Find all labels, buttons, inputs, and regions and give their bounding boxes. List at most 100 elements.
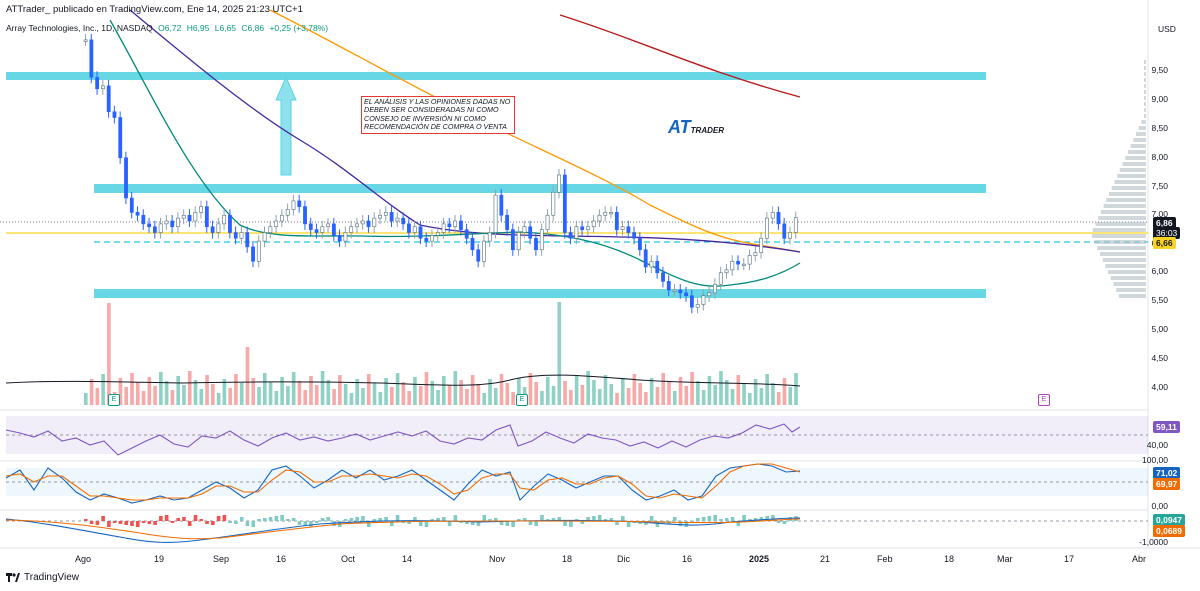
volume-ma-line: [5, 374, 801, 387]
volume-profile-bar: [1109, 192, 1146, 196]
macd-hist-bar: [580, 521, 585, 524]
earnings-badge[interactable]: E: [516, 394, 528, 406]
candle-body: [499, 194, 504, 216]
time-axis-label: Dic: [617, 554, 630, 564]
macd-hist-bar: [782, 521, 787, 524]
macd-hist-bar: [239, 517, 244, 521]
volume-bar: [239, 383, 244, 405]
candle-body: [453, 220, 458, 228]
volume-bar: [401, 382, 406, 405]
volume-bar: [667, 382, 671, 405]
candle-body: [568, 232, 573, 239]
macd-hist-bar: [164, 515, 169, 521]
candle-body: [684, 292, 689, 297]
macd-hist-bar: [626, 521, 631, 527]
macd-hist-bar: [118, 521, 123, 524]
currency-label[interactable]: USD: [1158, 24, 1176, 34]
macd-hist-bar: [187, 521, 192, 526]
tradingview-footer[interactable]: TradingView: [6, 572, 79, 583]
macd-hist-bar: [748, 519, 752, 521]
macd-hist-bar: [736, 521, 741, 526]
volume-bar: [701, 390, 706, 405]
stoch-axis-label: 0,00: [1151, 501, 1168, 511]
candle-body: [562, 174, 567, 233]
volume-bar: [771, 383, 775, 405]
candle-body: [89, 39, 94, 78]
macd-hist-bar: [753, 518, 758, 521]
volume-bar: [511, 392, 515, 405]
price-axis-label: 5,00: [1151, 324, 1168, 334]
macd-hist-bar: [724, 518, 729, 521]
symbol-name[interactable]: Array Technologies, Inc., 1D, NASDAQ: [6, 23, 153, 33]
volume-bar: [505, 383, 510, 405]
volume-bar: [730, 389, 735, 405]
macd-hist-bar: [696, 518, 700, 521]
earnings-badge[interactable]: E: [1038, 394, 1050, 406]
volume-bar: [597, 389, 602, 405]
candle-body: [718, 272, 723, 285]
volume-bar: [338, 375, 342, 405]
volume-bar: [372, 383, 377, 405]
macd-hist-bar: [251, 521, 256, 527]
stoch-k-tag: 71,02: [1153, 467, 1181, 479]
candle-body: [222, 214, 227, 225]
candle-body: [274, 220, 279, 228]
macd-hist-bar: [135, 521, 140, 527]
candle-body: [470, 237, 475, 251]
volume-bar: [655, 387, 660, 405]
macd-hist-bar: [216, 516, 221, 521]
macd-hist-bar: [355, 517, 359, 521]
candle-body: [118, 117, 123, 159]
macd-hist-bar: [482, 515, 487, 521]
macd-hist-bar: [107, 521, 111, 527]
stoch-d-tag: 69,97: [1153, 478, 1181, 490]
symbol-ohlc-legend[interactable]: Array Technologies, Inc., 1D, NASDAQ O6,…: [6, 23, 331, 33]
macd-hist-bar: [701, 517, 706, 521]
macd-hist-bar: [719, 519, 723, 521]
volume-bar: [580, 385, 585, 405]
volume-bar: [280, 377, 284, 405]
time-axis-label: 18: [944, 554, 955, 564]
volume-profile-bar: [1114, 180, 1146, 184]
volume-profile-bar: [1103, 204, 1146, 208]
volume-profile-bar: [1144, 78, 1146, 82]
earnings-badge[interactable]: E: [108, 394, 120, 406]
volume-bar: [326, 380, 331, 405]
candle-body: [343, 232, 348, 242]
candle-body: [360, 220, 365, 225]
candle-body: [493, 194, 498, 233]
candle-body: [331, 223, 336, 236]
rsi-value-tag: 59,11: [1153, 421, 1180, 433]
volume-bar: [413, 377, 417, 405]
volume-bar: [309, 376, 313, 405]
volume-profile-bar: [1094, 240, 1146, 244]
macd-hist-bar: [621, 516, 625, 521]
volume-profile-bar: [1130, 144, 1146, 148]
macd-hist-bar: [511, 521, 515, 527]
candle-body: [141, 214, 146, 225]
volume-profile-bar: [1110, 276, 1146, 280]
macd-signal-line: [5, 518, 801, 540]
macd-hist-bar: [730, 517, 735, 521]
time-axis-label: 17: [1064, 554, 1075, 564]
candle-body: [216, 223, 221, 233]
sma20-line: [109, 19, 801, 287]
volume-bar: [378, 392, 383, 405]
candle-body: [609, 212, 613, 215]
macd-hist-bar: [159, 516, 163, 521]
candle-body: [539, 229, 544, 251]
time-axis-label: 19: [154, 554, 165, 564]
volume-bar: [187, 371, 192, 405]
volume-bar: [361, 388, 365, 405]
volume-profile-bar: [1106, 198, 1146, 202]
volume-bar: [742, 384, 746, 405]
macd-hist-bar: [182, 517, 186, 521]
volume-profile-bar: [1138, 126, 1146, 130]
macd-hist-bar: [384, 517, 388, 521]
candle-body: [788, 232, 792, 239]
volume-bar: [465, 389, 469, 405]
volume-bar: [632, 374, 637, 405]
macd-hist-bar: [534, 521, 538, 526]
footer-brand: TradingView: [24, 572, 80, 583]
